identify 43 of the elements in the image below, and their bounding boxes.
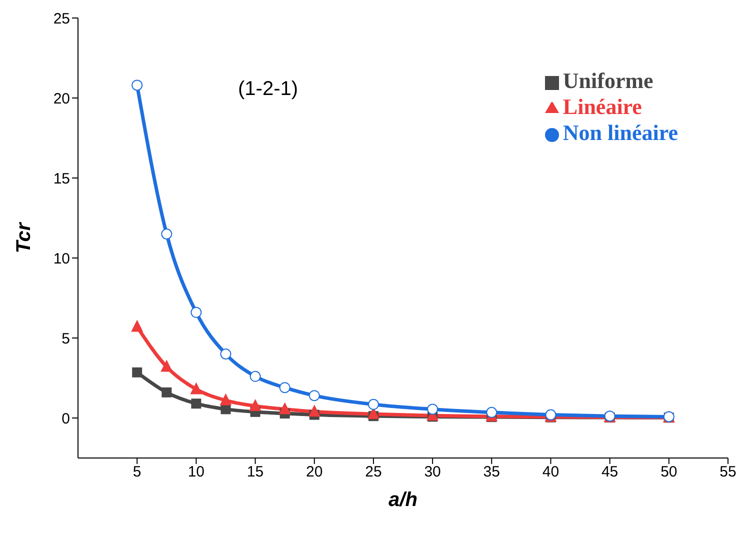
point [486, 406, 498, 418]
x-tick-label: 10 [188, 464, 205, 481]
point [161, 228, 172, 240]
y-tick-label: 25 [53, 10, 70, 28]
y-tick-label: 15 [53, 170, 70, 188]
point [308, 390, 320, 402]
y-axis-title: Tcr [13, 222, 36, 254]
point [190, 306, 202, 318]
point [132, 367, 142, 378]
x-tick-label: 55 [720, 464, 736, 481]
x-tick-label: 25 [365, 464, 382, 481]
point [160, 360, 173, 372]
y-tick-label: 10 [53, 250, 70, 268]
point [191, 398, 202, 409]
point [162, 387, 172, 398]
point [279, 382, 290, 394]
point [190, 382, 202, 394]
x-axis-title: a/h [388, 489, 418, 511]
point [249, 399, 262, 411]
y-tick-label: 5 [62, 330, 70, 348]
x-tick-label: 35 [483, 464, 500, 481]
point [427, 404, 438, 415]
x-tick-label: 5 [132, 464, 142, 481]
legend-label: Linéaire [562, 94, 642, 119]
annotation: (1-2-1) [238, 78, 298, 101]
x-tick-label: 20 [306, 464, 323, 481]
y-tick-label: 20 [53, 90, 70, 108]
x-tick-label: 50 [660, 464, 678, 481]
point [220, 348, 232, 360]
point [250, 370, 261, 382]
legend-label: Uniforme [562, 68, 654, 93]
x-tick-label: 15 [246, 464, 264, 481]
y-tick-label: 0 [62, 410, 70, 428]
x-tick-label: 30 [424, 464, 441, 481]
point [220, 393, 232, 406]
legend-label: Non linéaire [562, 120, 678, 145]
point [278, 402, 291, 414]
x-tick-label: 45 [601, 464, 618, 481]
point [308, 404, 320, 417]
point [132, 80, 143, 91]
point [131, 320, 144, 332]
point [368, 398, 379, 410]
x-tick-label: 40 [542, 464, 560, 481]
